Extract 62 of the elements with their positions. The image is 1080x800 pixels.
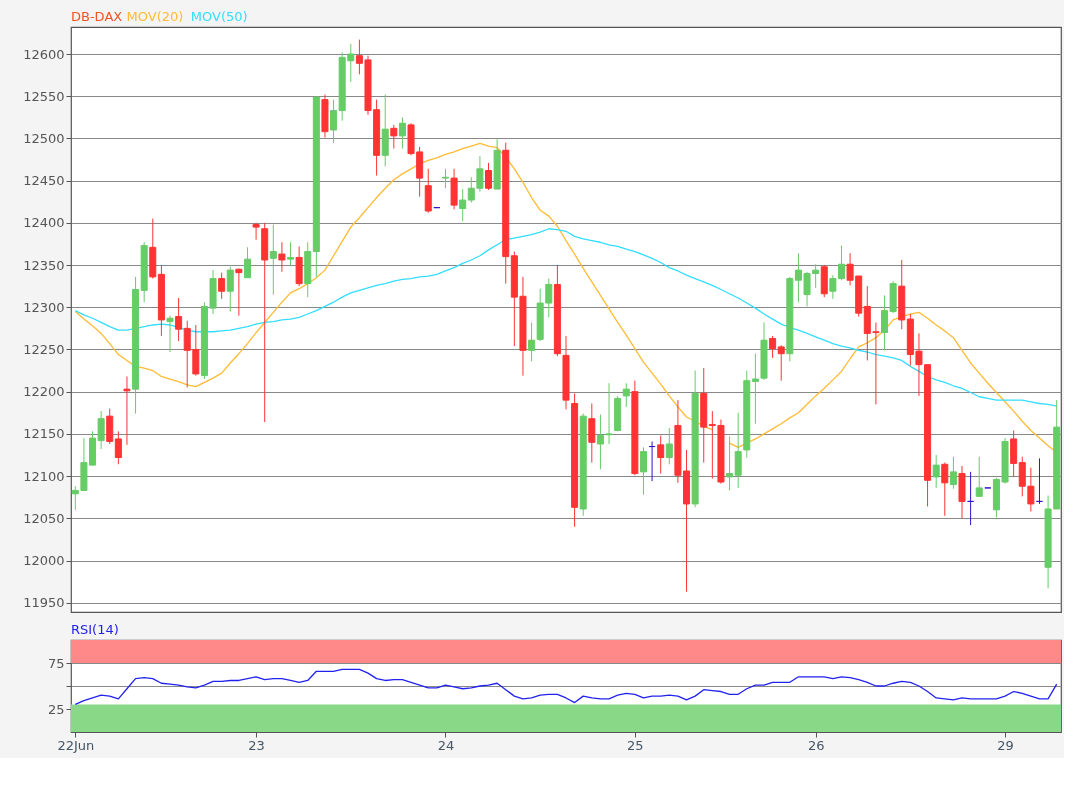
y-tick-label: 12150 <box>23 426 65 442</box>
candlestick <box>269 224 277 296</box>
candlestick <box>459 188 467 222</box>
y-tick-label: 12250 <box>23 341 65 357</box>
candlestick <box>166 315 174 353</box>
line-series <box>74 668 1058 706</box>
candlestick <box>528 321 536 362</box>
candlestick <box>226 266 234 312</box>
y-tick-label: 12000 <box>23 553 65 569</box>
candlestick <box>114 430 122 465</box>
candlestick <box>949 456 957 490</box>
candlestick <box>390 124 398 150</box>
y-tick-label: 12500 <box>23 130 65 146</box>
y-tick-label: 12350 <box>23 257 65 273</box>
candlestick <box>665 427 673 465</box>
y-tick-label: 11950 <box>23 595 65 611</box>
y-tick-label: 12400 <box>23 215 65 231</box>
candlestick <box>243 246 251 279</box>
y-tick-label: 12200 <box>23 384 65 400</box>
candlestick <box>252 222 260 241</box>
y-tick-label: 12050 <box>23 510 65 526</box>
candlestick <box>441 168 449 189</box>
chart-title: DB-DAX <box>71 9 123 24</box>
candlestick <box>287 241 295 267</box>
candlestick <box>235 267 243 317</box>
candlestick <box>123 375 131 446</box>
y-tick-label: 25 <box>47 701 65 717</box>
text: MOV(50) <box>190 9 248 24</box>
x-tick-label: 29 <box>997 737 1014 753</box>
candlestick <box>932 454 940 489</box>
text: RSI(14) <box>71 622 119 637</box>
candlestick <box>218 272 226 300</box>
candlestick <box>769 335 777 359</box>
candlestick <box>596 413 604 470</box>
y-tick-label: 12100 <box>23 468 65 484</box>
y-tick-label: 12450 <box>23 173 65 189</box>
x-tick-label: 25 <box>627 737 644 753</box>
candlestick <box>734 412 742 489</box>
candlestick <box>588 402 596 464</box>
candlestick <box>657 435 665 475</box>
text: MOV(20) <box>126 9 184 24</box>
y-tick-label: 12600 <box>23 46 65 62</box>
x-tick-label: 22Jun <box>57 737 95 753</box>
candlestick <box>639 446 647 496</box>
candlestick <box>485 162 493 191</box>
line-series <box>74 228 1058 407</box>
x-tick-label: 23 <box>248 737 265 753</box>
candlestick <box>726 435 734 491</box>
candlestick <box>175 297 183 342</box>
candlestick <box>330 99 338 144</box>
candlestick <box>622 382 630 408</box>
candlestick <box>777 344 785 382</box>
candlestick <box>941 462 949 517</box>
x-tick-label: 26 <box>807 737 825 753</box>
candlestick <box>605 382 613 445</box>
y-tick-label: 12550 <box>23 88 65 104</box>
candlestick <box>398 116 406 150</box>
candlestick <box>278 241 286 273</box>
x-tick-label: 24 <box>437 737 455 753</box>
y-tick-label: 12300 <box>23 299 65 315</box>
y-tick-label: 75 <box>47 655 65 671</box>
candlestick <box>975 456 983 497</box>
